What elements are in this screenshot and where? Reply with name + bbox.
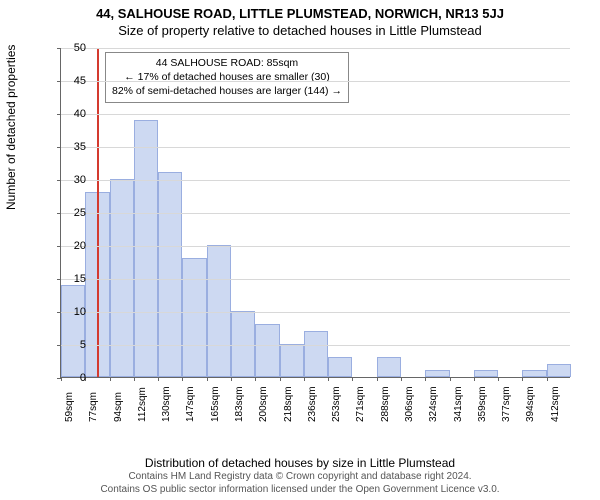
xtick-label: 59sqm (64, 392, 75, 422)
xtick-mark (110, 377, 111, 381)
xtick-label: 359sqm (477, 386, 488, 422)
xtick-label: 165sqm (210, 386, 221, 422)
xtick-mark (255, 377, 256, 381)
gridline-h (61, 279, 570, 280)
xtick-label: 147sqm (185, 386, 196, 422)
xtick-mark (425, 377, 426, 381)
footer: Contains HM Land Registry data © Crown c… (0, 471, 600, 496)
bar (474, 370, 498, 377)
bar (377, 357, 401, 377)
xtick-mark (401, 377, 402, 381)
xtick-label: 306sqm (404, 386, 415, 422)
xtick-mark (547, 377, 548, 381)
footer-line2: Contains OS public sector information li… (0, 484, 600, 497)
x-axis-label: Distribution of detached houses by size … (0, 456, 600, 470)
xtick-label: 412sqm (550, 386, 561, 422)
bar (110, 179, 134, 377)
bar (158, 172, 182, 377)
gridline-h (61, 180, 570, 181)
xtick-label: 271sqm (355, 386, 366, 422)
bar (255, 324, 279, 377)
xtick-label: 130sqm (161, 386, 172, 422)
info-box-larger: 82% of semi-detached houses are larger (… (112, 84, 342, 98)
bar (61, 285, 85, 377)
xtick-label: 94sqm (113, 392, 124, 422)
ytick-label: 30 (46, 174, 86, 186)
bar (522, 370, 546, 377)
ytick-label: 40 (46, 108, 86, 120)
xtick-label: 77sqm (88, 392, 99, 422)
chart-title-desc: Size of property relative to detached ho… (0, 21, 600, 38)
xtick-label: 341sqm (453, 386, 464, 422)
xtick-label: 183sqm (234, 386, 245, 422)
ytick-label: 5 (46, 339, 86, 351)
bar (207, 245, 231, 377)
ytick-label: 0 (46, 372, 86, 384)
xtick-label: 324sqm (428, 386, 439, 422)
xtick-mark (450, 377, 451, 381)
ytick-label: 20 (46, 240, 86, 252)
gridline-h (61, 213, 570, 214)
info-box-header: 44 SALHOUSE ROAD: 85sqm (112, 56, 342, 70)
bar (328, 357, 352, 377)
gridline-h (61, 81, 570, 82)
xtick-mark (158, 377, 159, 381)
ytick-label: 35 (46, 141, 86, 153)
xtick-label: 112sqm (137, 387, 148, 422)
bar (231, 311, 255, 377)
gridline-h (61, 345, 570, 346)
xtick-mark (474, 377, 475, 381)
xtick-label: 200sqm (258, 386, 269, 422)
xtick-mark (328, 377, 329, 381)
ytick-label: 15 (46, 273, 86, 285)
xtick-label: 394sqm (525, 386, 536, 422)
gridline-h (61, 147, 570, 148)
xtick-mark (182, 377, 183, 381)
bar (280, 344, 304, 377)
xtick-label: 253sqm (331, 386, 342, 422)
xtick-mark (207, 377, 208, 381)
xtick-label: 288sqm (380, 386, 391, 422)
bar (547, 364, 571, 377)
ytick-label: 25 (46, 207, 86, 219)
xtick-label: 236sqm (307, 386, 318, 422)
info-box-smaller: ← 17% of detached houses are smaller (30… (112, 70, 342, 84)
xtick-label: 377sqm (501, 386, 512, 422)
bar (304, 331, 328, 377)
xtick-mark (377, 377, 378, 381)
gridline-h (61, 246, 570, 247)
xtick-mark (134, 377, 135, 381)
ytick-label: 45 (46, 75, 86, 87)
xtick-mark (280, 377, 281, 381)
footer-line1: Contains HM Land Registry data © Crown c… (0, 471, 600, 484)
plot-area: 44 SALHOUSE ROAD: 85sqm ← 17% of detache… (60, 48, 570, 378)
xtick-mark (352, 377, 353, 381)
gridline-h (61, 114, 570, 115)
gridline-h (61, 312, 570, 313)
xtick-mark (498, 377, 499, 381)
xtick-mark (304, 377, 305, 381)
xtick-label: 218sqm (283, 386, 294, 422)
y-axis-label: Number of detached properties (4, 45, 18, 210)
ytick-label: 50 (46, 42, 86, 54)
ytick-label: 10 (46, 306, 86, 318)
xtick-mark (522, 377, 523, 381)
xtick-mark (231, 377, 232, 381)
info-box: 44 SALHOUSE ROAD: 85sqm ← 17% of detache… (105, 52, 349, 103)
gridline-h (61, 48, 570, 49)
bar (425, 370, 449, 377)
bar (182, 258, 206, 377)
chart-title-address: 44, SALHOUSE ROAD, LITTLE PLUMSTEAD, NOR… (0, 0, 600, 21)
bar (134, 120, 158, 377)
